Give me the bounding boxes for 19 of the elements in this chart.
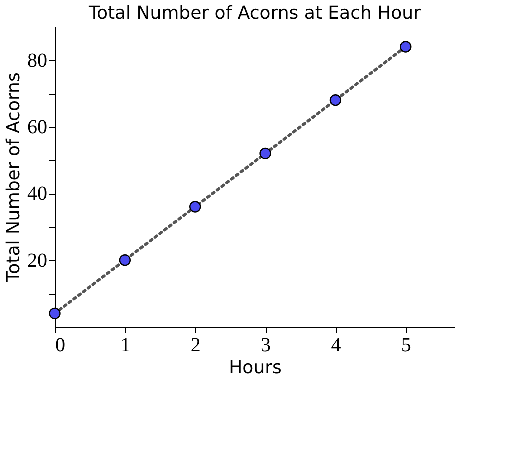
y-tick-label: 20: [28, 250, 48, 272]
y-tick-label: 40: [28, 183, 48, 206]
point: [190, 201, 202, 213]
y-tick-label: 60: [28, 116, 48, 138]
x-tick-label: 5: [401, 334, 412, 356]
point: [260, 148, 272, 160]
point: [330, 94, 342, 106]
point: [119, 254, 132, 266]
x-axis-title: Hours: [229, 358, 282, 378]
x-tick-label: 4: [331, 334, 342, 356]
y-tick-label: 80: [28, 50, 48, 72]
x-tick-label: 3: [261, 334, 272, 356]
x-tick-label: 1: [120, 334, 131, 356]
x-tick-label: 2: [190, 334, 201, 356]
x-tick-label: 0: [56, 334, 66, 356]
point: [400, 41, 412, 53]
y-axis-title: Total Number of Acorns: [4, 72, 24, 284]
chart-title: Total Number of Acorns at Each Hour: [88, 3, 422, 24]
point: [49, 308, 61, 320]
